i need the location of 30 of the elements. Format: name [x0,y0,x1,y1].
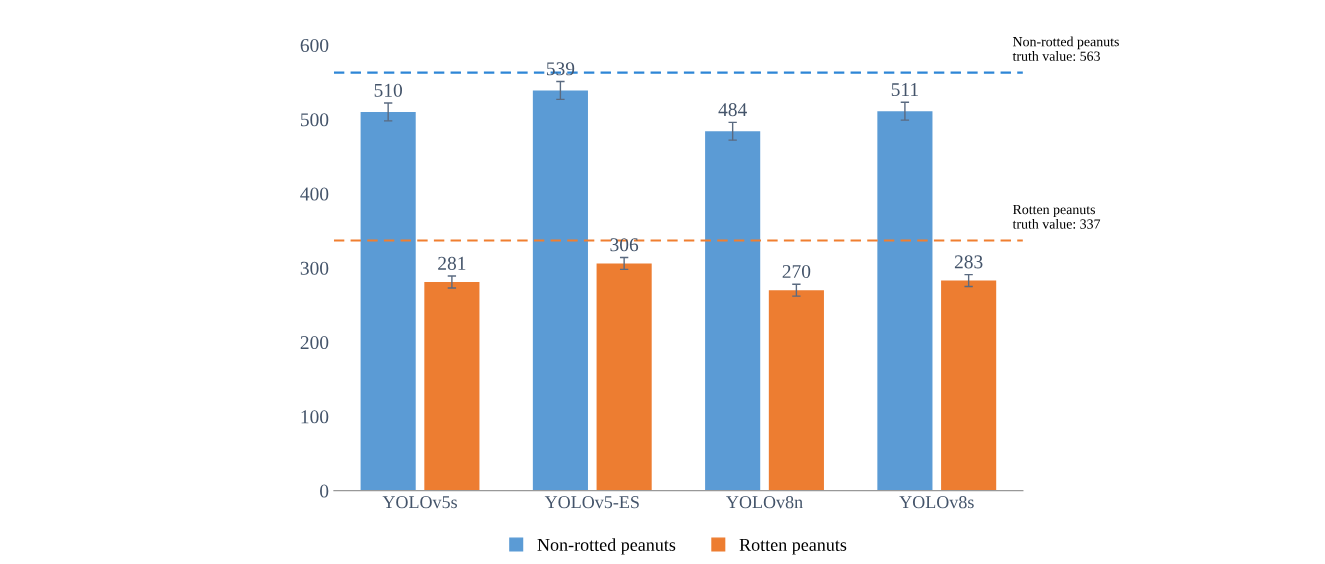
y-tick-label: 200 [300,335,329,350]
x-tick-label: YOLOv8n [726,496,803,509]
x-tick-label: YOLOv5s [382,496,457,509]
bar [768,290,824,491]
y-tick-label: 300 [300,261,329,275]
legend-label: Rotten peanuts [739,538,847,555]
bar [705,131,761,491]
bar [360,111,416,491]
data-label: 484 [718,103,747,117]
bar [877,111,933,491]
data-label: 511 [891,83,918,97]
ref-line-label: Non-rotted peanuts truth value: 563 [1012,36,1119,61]
bar [532,90,588,491]
y-tick-label: 500 [301,113,329,127]
x-tick-label: YOLOv5-ES [544,496,639,509]
data-label: 306 [610,238,639,252]
data-label: 283 [954,255,983,269]
bar [424,282,480,491]
bar [596,263,652,491]
data-label: 281 [438,256,466,270]
data-label: 270 [782,264,811,279]
y-tick-label: 100 [301,410,329,424]
y-tick-label: 600 [300,38,329,53]
bar [941,280,997,491]
y-tick-label: 0 [320,484,329,498]
y-tick-label: 400 [300,187,329,201]
data-label: 510 [374,83,402,97]
legend-label: Non-rotted peanuts [537,538,676,555]
ref-line-label: Rotten peanuts truth value: 337 [1012,204,1101,229]
x-tick-label: YOLOv8s [899,496,974,509]
